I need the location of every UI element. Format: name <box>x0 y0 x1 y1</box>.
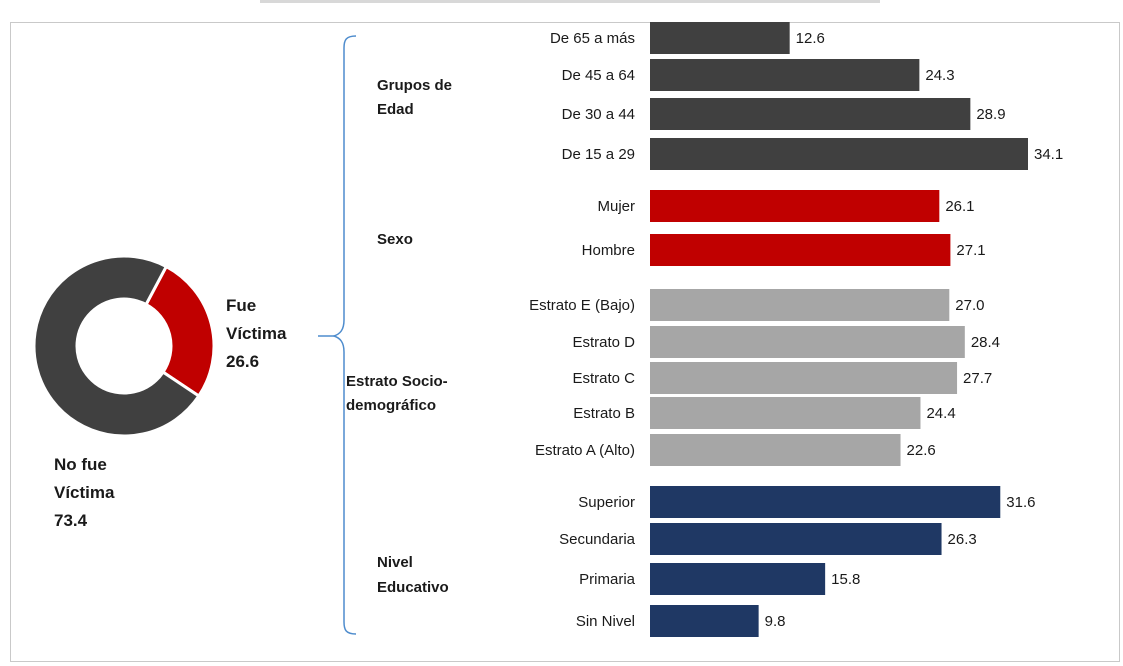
bar-edad <box>650 59 920 91</box>
bar-category-label: De 15 a 29 <box>562 146 635 163</box>
bar-value-label: 26.3 <box>948 531 977 548</box>
bar-category-label: Secundaria <box>559 531 636 548</box>
bar-value-label: 12.6 <box>796 30 825 47</box>
bar-value-label: 24.4 <box>926 405 955 422</box>
bar-value-label: 27.1 <box>956 242 985 259</box>
bar-value-label: 26.1 <box>945 198 974 215</box>
bar-educativo <box>650 486 1001 518</box>
bar-value-label: 27.0 <box>955 297 984 314</box>
bar-category-label: Estrato D <box>572 334 635 351</box>
bar-value-label: 28.9 <box>976 106 1005 123</box>
bar-category-label: De 65 a más <box>550 30 635 47</box>
bar-educativo <box>650 605 759 637</box>
bar-value-label: 24.3 <box>925 67 954 84</box>
group-label-edad-line1: Grupos de <box>377 77 452 94</box>
bar-estrato <box>650 397 921 429</box>
bar-value-label: 31.6 <box>1006 494 1035 511</box>
bar-chart: De 65 a más 12.6 De 45 a 64 24.3 De 30 a 44 2… <box>529 22 1063 637</box>
clipped-title-remnant <box>260 0 880 3</box>
bar-estrato <box>650 434 901 466</box>
bar-educativo <box>650 563 826 595</box>
group-label-educativo-line1: Nivel <box>377 554 413 571</box>
bar-category-label: Estrato C <box>572 370 635 387</box>
group-label-sexo: Sexo <box>377 231 413 248</box>
bar-category-label: Hombre <box>582 242 635 259</box>
bar-category-label: Primaria <box>579 571 635 588</box>
bar-edad <box>650 98 971 130</box>
bar-category-label: Estrato A (Alto) <box>535 442 635 459</box>
donut-slice-no-fue-victima <box>32 254 201 438</box>
bar-sexo <box>650 234 951 266</box>
donut-chart <box>32 254 216 438</box>
bar-value-label: 34.1 <box>1034 146 1063 163</box>
bar-edad <box>650 138 1028 170</box>
donut-value-nofue: 73.4 <box>54 511 88 530</box>
donut-label-nofue-line2: Víctima <box>54 483 115 502</box>
bar-estrato <box>650 289 950 321</box>
bar-educativo <box>650 523 942 555</box>
donut-label-nofue-line1: No fue <box>54 455 107 474</box>
bar-category-label: Estrato E (Bajo) <box>529 297 635 314</box>
group-label-educativo-line2: Educativo <box>377 579 449 596</box>
bar-value-label: 22.6 <box>907 442 936 459</box>
donut-value-fue: 26.6 <box>226 352 259 371</box>
bar-value-label: 15.8 <box>831 571 860 588</box>
group-label-estrato-line1: Estrato Socio- <box>346 373 448 390</box>
bar-category-label: Superior <box>578 494 635 511</box>
donut-slice-fue-victima <box>144 264 216 399</box>
bar-value-label: 27.7 <box>963 370 992 387</box>
bar-estrato <box>650 362 958 394</box>
bracket-brace <box>331 35 357 635</box>
donut-label-fue-line1: Fue <box>226 296 256 315</box>
bar-estrato <box>650 326 965 358</box>
bar-value-label: 28.4 <box>971 334 1000 351</box>
bar-category-label: De 45 a 64 <box>562 67 635 84</box>
bar-category-label: Estrato B <box>573 405 635 422</box>
bar-sexo <box>650 190 940 222</box>
bar-category-label: De 30 a 44 <box>562 106 635 123</box>
donut-label-fue-line2: Víctima <box>226 324 287 343</box>
bar-category-label: Sin Nivel <box>576 613 635 630</box>
bar-edad <box>650 22 790 54</box>
group-label-estrato-line2: demográfico <box>346 397 436 414</box>
bar-value-label: 9.8 <box>765 613 786 630</box>
group-label-edad-line2: Edad <box>377 101 414 118</box>
chart-frame <box>10 22 1120 662</box>
bar-category-label: Mujer <box>597 198 635 215</box>
